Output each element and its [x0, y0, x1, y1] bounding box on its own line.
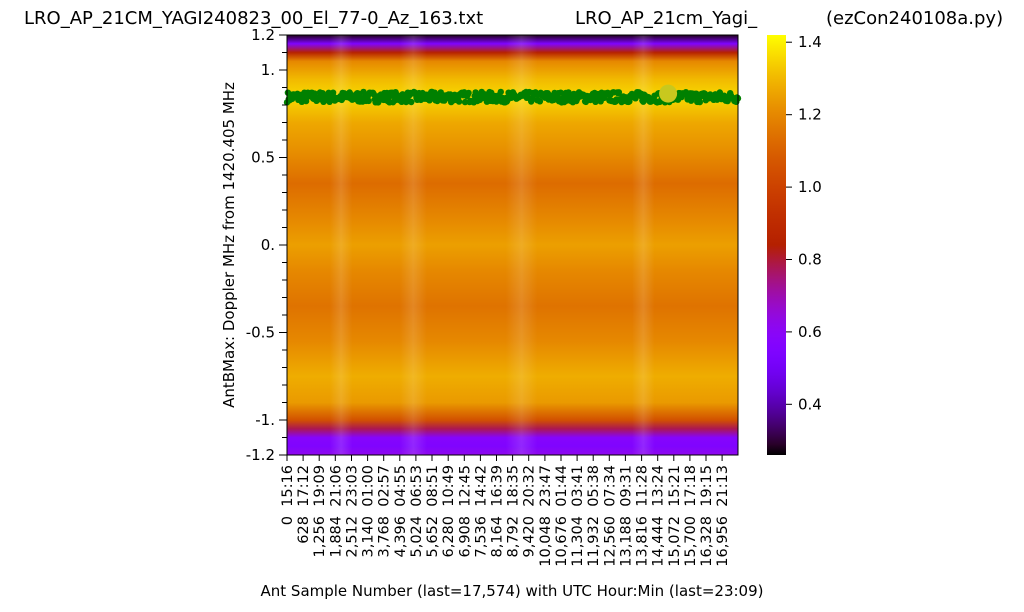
colorbar-tick-label: 0.4: [798, 395, 822, 413]
y-tick-label: 0.5: [251, 149, 275, 167]
y-axis-label: AntBMax: Doppler MHz from 1420.405 MHz: [220, 82, 238, 408]
scatter-point: [408, 98, 415, 106]
x-tick-label: 11,304 03:41: [570, 465, 586, 567]
colorbar-tick-label: 0.8: [798, 251, 822, 269]
x-tick-label: 16,956 21:13: [715, 465, 731, 567]
y-tick-label: 0.: [261, 236, 275, 254]
x-tick-label: 3,140 01:00: [361, 465, 377, 558]
texture-band-1: [399, 35, 427, 455]
x-tick-label: 5,652 08:51: [425, 465, 441, 558]
y-tick-label: -1.: [255, 411, 275, 429]
colorbar-ticks: 0.4 0.6 0.8 1.0 1.2 1.4: [786, 33, 822, 413]
colorbar-gradient: [767, 35, 786, 455]
scatter-point: [455, 98, 463, 105]
y-tick-label: 1.: [261, 61, 275, 79]
x-tick-label: 15,700 17:18: [683, 465, 699, 567]
y-axis: 1.2 1. 0.5 0. -0.5 -1. -1.2: [246, 26, 287, 464]
plot-area: [283, 34, 742, 456]
x-tick-label: 14,444 13:24: [651, 465, 667, 567]
scatter-point: [696, 98, 703, 106]
x-tick-label: 10,676 01:44: [554, 465, 570, 567]
x-tick-label: 6,908 12:45: [457, 465, 473, 558]
texture-band-2: [505, 35, 538, 455]
x-tick-label: 7,536 14:42: [473, 465, 489, 558]
heatmap-texture: [329, 35, 655, 455]
scatter-point: [370, 91, 378, 98]
x-tick-label: 0 15:16: [280, 465, 296, 525]
scatter-point: [311, 90, 318, 97]
y-tick-label: -1.2: [246, 446, 275, 464]
scatter-point: [365, 97, 372, 105]
colorbar-tick-label: 1.2: [798, 106, 822, 124]
x-tick-label: 16,328 19:15: [699, 465, 715, 567]
x-tick-label: 15,072 15:21: [667, 465, 683, 567]
texture-band-0: [329, 35, 353, 455]
scatter-point: [615, 89, 623, 96]
colorbar-tick-label: 1.4: [798, 33, 822, 51]
x-tick-label: 13,816 11:28: [635, 465, 651, 567]
x-tick-label: 11,932 05:38: [586, 465, 602, 567]
scatter-point: [497, 88, 504, 96]
y-tick-label: -0.5: [246, 324, 275, 342]
x-tick-label: 9,420 20:32: [522, 465, 538, 558]
colorbar-tick-label: 1.0: [798, 178, 822, 196]
x-axis: 0 15:16 628 17:12 1,256 19:09 1,884 21:06 2,…: [280, 455, 731, 567]
texture-band-3: [632, 35, 655, 455]
x-tick-label: 628 17:12: [296, 465, 312, 544]
chart-title-left: LRO_AP_21CM_YAGI240823_00_El_77-0_Az_163…: [24, 8, 483, 29]
x-tick-label: 8,792 18:35: [506, 465, 522, 558]
x-tick-label: 2,512 23:03: [345, 465, 361, 558]
x-tick-label: 6,280 10:49: [441, 465, 457, 558]
x-tick-label: 1,884 21:06: [328, 465, 344, 558]
scatter-series: [283, 88, 742, 106]
x-tick-label: 3,768 02:57: [377, 465, 393, 558]
colorbar: 0.4 0.6 0.8 1.0 1.2 1.4: [767, 33, 822, 455]
y-tick-label: 1.2: [251, 26, 275, 44]
x-tick-label: 12,560 07:34: [602, 465, 618, 567]
x-tick-label: 10,048 23:47: [538, 465, 554, 567]
x-axis-label: Ant Sample Number (last=17,574) with UTC…: [261, 582, 764, 600]
x-tick-label: 13,188 09:31: [618, 465, 634, 567]
x-tick-label: 5,024 06:53: [409, 465, 425, 558]
scatter-point: [465, 89, 472, 97]
x-tick-label: 8,164 16:39: [490, 465, 506, 558]
highlight-point: [659, 84, 678, 103]
x-tick-label: 1,256 19:09: [312, 465, 328, 558]
x-tick-label: 4,396 04:55: [393, 465, 409, 558]
chart-title-right: (ezCon240108a.py): [826, 8, 1003, 29]
chart-title-center: LRO_AP_21cm_Yagi_: [575, 8, 758, 29]
colorbar-tick-label: 0.6: [798, 323, 822, 341]
scatter-point: [536, 98, 544, 105]
